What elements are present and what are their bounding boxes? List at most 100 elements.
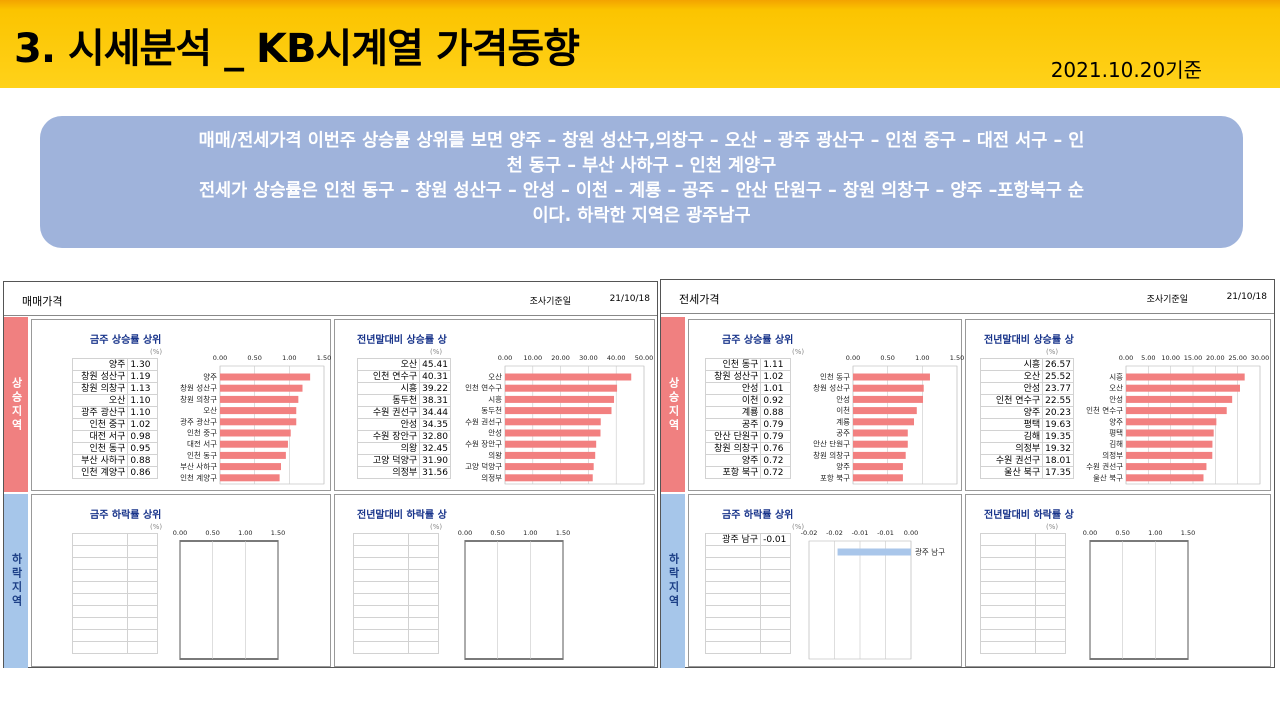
value-cell: 22.55 (1042, 394, 1074, 407)
region-cell: 창원 의창구 (71, 382, 129, 395)
value-cell: 34.35 (419, 418, 451, 431)
category-label: 안성 (1109, 394, 1123, 404)
bar-chart: -0.02 -0.02 -0.01 -0.01 0.00 광주 남구 (801, 529, 945, 660)
basis-date: 21/10/18 (609, 294, 650, 304)
table-row: 안산 단원구 0.79 (704, 430, 791, 443)
table-row: 안성 34.35 (356, 418, 451, 431)
category-label: 오산 (488, 372, 502, 382)
value-cell (127, 545, 158, 558)
table-row: 포항 북구 0.72 (704, 466, 791, 479)
category-label: 양주 (203, 373, 217, 382)
table-row (979, 569, 1066, 582)
region-cell (704, 617, 762, 630)
value-cell (127, 557, 158, 570)
fall-region-label: 하락지역 (4, 494, 28, 668)
value-cell (127, 533, 158, 546)
table-row: 오산 25.52 (979, 370, 1074, 383)
table-row: 광주 광산구 1.10 (71, 406, 158, 419)
table-row: 평택 19.63 (979, 418, 1074, 431)
panel-header: 매매가격 조사기준일 21/10/18 (4, 282, 657, 316)
value-cell: 31.56 (419, 466, 451, 479)
tick-label: 30.00 (579, 354, 598, 362)
tick-label: 40.00 (607, 354, 626, 362)
table-row: 김해 19.35 (979, 430, 1074, 443)
table-row: 이천 0.92 (704, 394, 791, 407)
table-row (71, 641, 158, 654)
value-cell: 0.88 (760, 406, 791, 419)
tick-label: 10.00 (523, 354, 542, 362)
tick-label: 0.00 (1119, 354, 1133, 362)
tick-label: 1.00 (523, 529, 537, 537)
value-cell: -0.01 (760, 533, 791, 546)
region-cell: 양주 (979, 406, 1044, 419)
unit-label: (%) (150, 523, 163, 531)
unit-label: (%) (792, 348, 805, 356)
region-cell: 인천 계양구 (71, 466, 129, 479)
data-table (352, 533, 439, 654)
table-row (979, 605, 1066, 618)
value-cell: 0.76 (760, 442, 791, 455)
bar (220, 474, 280, 482)
tick-label: 0.50 (1115, 529, 1129, 537)
region-cell (979, 593, 1037, 606)
table-row (352, 629, 439, 642)
table-row (704, 557, 791, 570)
bar-chart: 0.00 0.50 1.00 1.50 (1083, 529, 1195, 660)
annual-rise-section: 전년말대비 상승률 상 (%) 시흥 26.57 오산 25.52 안성 23.77 인천 … (965, 319, 1271, 491)
region-cell (704, 605, 762, 618)
bar (220, 463, 282, 471)
value-cell (408, 545, 439, 558)
table-row: 안성 23.77 (979, 382, 1074, 395)
data-table (979, 533, 1066, 654)
value-cell (408, 533, 439, 546)
region-cell (71, 557, 129, 570)
bar (220, 373, 311, 381)
region-cell (979, 617, 1037, 630)
category-label: 인천 연수구 (465, 383, 502, 393)
table-row (704, 641, 791, 654)
bar (505, 451, 596, 459)
value-cell (1035, 569, 1066, 582)
bar (853, 407, 917, 415)
table-row: 오산 1.10 (71, 394, 158, 407)
bar (853, 463, 903, 471)
tick-label: 1.00 (1148, 529, 1162, 537)
annual-rise-section: 전년말대비 상승률 상 (%) 오산 45.41 인천 연수구 40.31 시흥 39.2… (334, 319, 655, 491)
table-row: 인천 중구 1.02 (71, 418, 158, 431)
tick-label: 15.00 (1184, 354, 1203, 362)
table-row (71, 545, 158, 558)
table-row: 창원 성산구 1.02 (704, 370, 791, 383)
region-cell: 공주 (704, 418, 762, 431)
table-row (704, 593, 791, 606)
value-cell: 1.02 (127, 418, 158, 431)
category-label: 이천 (836, 405, 850, 415)
category-label: 부산 사하구 (180, 461, 217, 471)
region-cell (979, 641, 1037, 654)
bar (505, 474, 593, 482)
value-cell (408, 569, 439, 582)
weekly-rise-section: 금주 상승률 상위 (%) 인천 동구 1.11 창원 성산구 1.02 안성 1.01 이… (688, 319, 964, 491)
region-cell (704, 629, 762, 642)
tick-label: 1.50 (556, 529, 570, 537)
region-cell: 시흥 (356, 382, 421, 395)
tick-label: 0.50 (247, 354, 261, 362)
region-cell: 수원 권선구 (979, 454, 1044, 467)
category-label: 고양 덕양구 (465, 461, 502, 471)
value-cell (760, 557, 791, 570)
value-cell (1035, 605, 1066, 618)
category-label: 창원 성산구 (813, 383, 850, 393)
bar (1126, 395, 1233, 403)
category-label: 창원 의창구 (813, 450, 850, 460)
table-row (979, 593, 1066, 606)
section-title: 전년말대비 하락률 상 (984, 510, 1074, 521)
tick-label: -0.02 (801, 529, 818, 537)
basis-date: 21/10/18 (1226, 292, 1267, 302)
bar (837, 548, 911, 556)
bar (220, 384, 303, 392)
region-cell (704, 557, 762, 570)
table-row: 의왕 32.45 (356, 442, 451, 455)
table-row: 수원 권선구 18.01 (979, 454, 1074, 467)
bar (220, 395, 299, 403)
value-cell: 0.95 (127, 442, 158, 455)
value-cell (760, 581, 791, 594)
